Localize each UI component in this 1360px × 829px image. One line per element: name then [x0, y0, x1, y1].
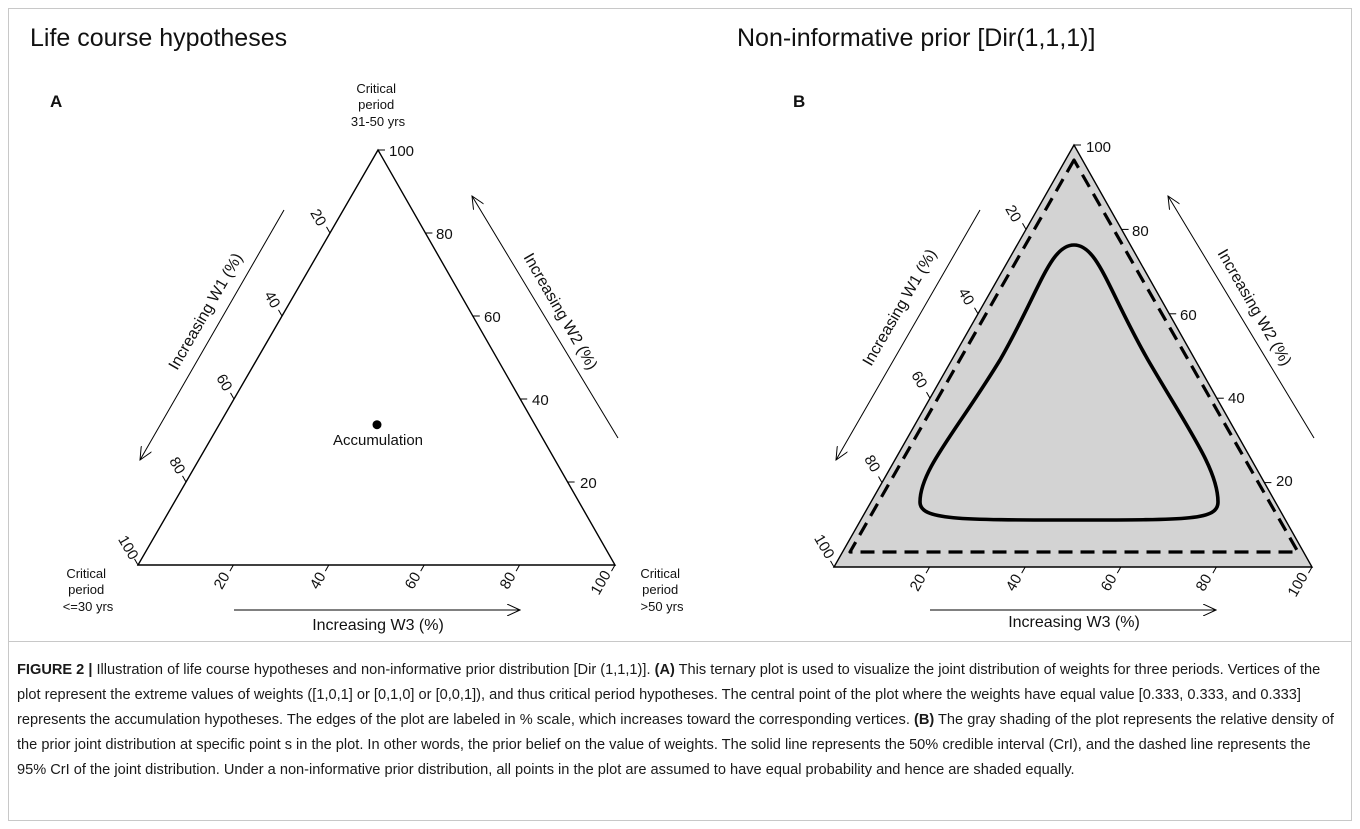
tick-mark	[611, 564, 616, 572]
panel-b-letter: B	[793, 92, 805, 111]
left-vertex-label: Critical period <=30 yrs	[63, 566, 114, 614]
tick-label: 60	[1098, 571, 1121, 594]
tick-label: 80	[860, 452, 883, 475]
tick-label: 60	[484, 309, 501, 326]
tick-mark	[278, 309, 283, 317]
tick-mark	[1022, 223, 1027, 230]
bottom-edge-tick-labels: 20 40 60 80 100	[211, 568, 615, 598]
caption-part-a-text: This ternary plot is used to visualize t…	[17, 662, 1321, 728]
tick-mark	[830, 560, 835, 568]
right-vertex-label: Critical period >50 yrs	[640, 566, 684, 614]
caption-divider	[8, 641, 1352, 642]
panel-a: Life course hypotheses A Critical period…	[30, 24, 684, 634]
tick-mark	[182, 475, 187, 483]
tick-mark	[230, 392, 235, 400]
ternary-triangle	[136, 148, 617, 566]
caption-part-a-label: (A)	[654, 662, 675, 678]
w2-axis-arrow	[472, 196, 619, 439]
tick-label: 40	[307, 569, 330, 592]
tick-label: 100	[1284, 570, 1311, 600]
tick-mark	[134, 558, 139, 566]
w3-axis-label: Increasing W3 (%)	[312, 617, 444, 634]
tick-mark	[926, 391, 931, 399]
w1-axis-arrow	[836, 209, 981, 460]
tick-mark	[515, 564, 521, 572]
tick-mark	[1021, 566, 1026, 574]
tick-label: 60	[1180, 307, 1197, 324]
caption-part-b-label: (B)	[913, 712, 935, 728]
tick-label: 20	[1001, 202, 1024, 225]
tick-label: 60	[212, 371, 235, 394]
tick-mark	[925, 566, 931, 574]
tick-label: 20	[306, 206, 329, 229]
tick-label: 80	[165, 454, 188, 477]
tick-mark	[420, 564, 425, 572]
panel-a-letter: A	[50, 92, 62, 111]
tick-label: 40	[954, 285, 977, 308]
caption-label: FIGURE 2 |	[17, 662, 93, 678]
tick-label: 20	[907, 571, 930, 594]
caption-part-b-text: The gray shading of the plot represents …	[17, 712, 1334, 778]
tick-mark	[1308, 566, 1313, 574]
tick-marks	[830, 144, 1313, 574]
w2-axis-label: Increasing W2 (%)	[520, 251, 601, 373]
tick-label: 20	[211, 569, 234, 592]
tick-label: 40	[1228, 390, 1245, 407]
w2-axis-arrow	[1168, 196, 1315, 439]
w1-axis-label: Increasing W1 (%)	[860, 247, 941, 369]
density-shaded-triangle	[832, 143, 1314, 568]
tick-label: 80	[436, 226, 453, 243]
w3-axis-label: Increasing W3 (%)	[1008, 614, 1140, 631]
tick-label: 40	[532, 392, 549, 409]
tick-label: 40	[260, 288, 283, 311]
crl-95-dashed-line	[848, 158, 1300, 554]
bottom-edge-tick-labels: 20 40 60 80 100	[907, 570, 1312, 600]
tick-mark	[1212, 566, 1217, 574]
tick-mark	[1116, 566, 1122, 574]
tick-label: 20	[580, 475, 597, 492]
caption-intro: Illustration of life course hypotheses a…	[92, 662, 655, 678]
right-edge-tick-labels: 100 80 60 40 20	[1086, 139, 1293, 490]
panel-b-title: Non-informative prior [Dir(1,1,1)]	[737, 24, 1095, 52]
tick-label: 100	[810, 532, 837, 562]
tick-label: 60	[402, 569, 425, 592]
tick-mark	[326, 226, 331, 234]
w1-axis-arrow	[140, 209, 285, 460]
w2-axis-label: Increasing W2 (%)	[1214, 247, 1295, 369]
tick-label: 100	[114, 533, 141, 563]
tick-label: 80	[1193, 571, 1216, 594]
tick-mark	[229, 564, 234, 572]
tick-label: 40	[1003, 571, 1026, 594]
tick-marks	[134, 149, 616, 572]
panel-a-title: Life course hypotheses	[30, 24, 287, 52]
figure-frame	[8, 8, 1352, 821]
tick-label: 100	[587, 568, 614, 598]
tick-label: 80	[1132, 223, 1149, 240]
w1-axis-label: Increasing W1 (%)	[166, 251, 247, 373]
figure-caption: FIGURE 2 | Illustration of life course h…	[17, 658, 1343, 783]
left-edge-tick-labels: 20 40 60 80 100	[114, 206, 329, 563]
crl-50-solid-line	[918, 243, 1220, 522]
tick-label: 100	[389, 143, 414, 160]
tick-label: 80	[497, 569, 520, 592]
accumulation-point	[372, 420, 382, 430]
figure-canvas: Life course hypotheses A Critical period…	[30, 24, 1315, 634]
tick-label: 60	[907, 368, 930, 391]
tick-label: 20	[1276, 473, 1293, 490]
accumulation-label: Accumulation	[333, 432, 423, 449]
right-edge-tick-labels: 100 80 60 40 20	[389, 143, 597, 492]
panel-b: Non-informative prior [Dir(1,1,1)] B 20 …	[737, 24, 1315, 631]
tick-mark	[324, 564, 330, 572]
tick-mark	[974, 307, 979, 315]
tick-mark	[878, 476, 883, 483]
tick-label: 100	[1086, 139, 1111, 156]
top-vertex-label: Critical period 31-50 yrs	[351, 81, 406, 129]
